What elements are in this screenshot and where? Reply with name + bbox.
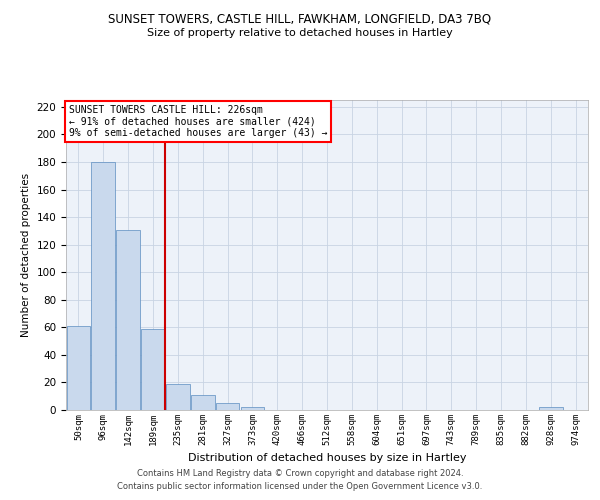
Bar	[91, 162, 115, 410]
Bar	[191, 395, 215, 410]
Bar	[116, 230, 140, 410]
Y-axis label: Number of detached properties: Number of detached properties	[21, 173, 31, 337]
Bar	[241, 407, 264, 410]
Bar	[539, 407, 563, 410]
Bar	[141, 328, 165, 410]
Text: SUNSET TOWERS CASTLE HILL: 226sqm
← 91% of detached houses are smaller (424)
9% : SUNSET TOWERS CASTLE HILL: 226sqm ← 91% …	[68, 104, 327, 138]
Text: Contains public sector information licensed under the Open Government Licence v3: Contains public sector information licen…	[118, 482, 482, 491]
Text: Size of property relative to detached houses in Hartley: Size of property relative to detached ho…	[147, 28, 453, 38]
Text: Contains HM Land Registry data © Crown copyright and database right 2024.: Contains HM Land Registry data © Crown c…	[137, 468, 463, 477]
Bar	[67, 326, 90, 410]
Bar	[216, 403, 239, 410]
Bar	[166, 384, 190, 410]
Text: SUNSET TOWERS, CASTLE HILL, FAWKHAM, LONGFIELD, DA3 7BQ: SUNSET TOWERS, CASTLE HILL, FAWKHAM, LON…	[109, 12, 491, 26]
X-axis label: Distribution of detached houses by size in Hartley: Distribution of detached houses by size …	[188, 454, 466, 464]
